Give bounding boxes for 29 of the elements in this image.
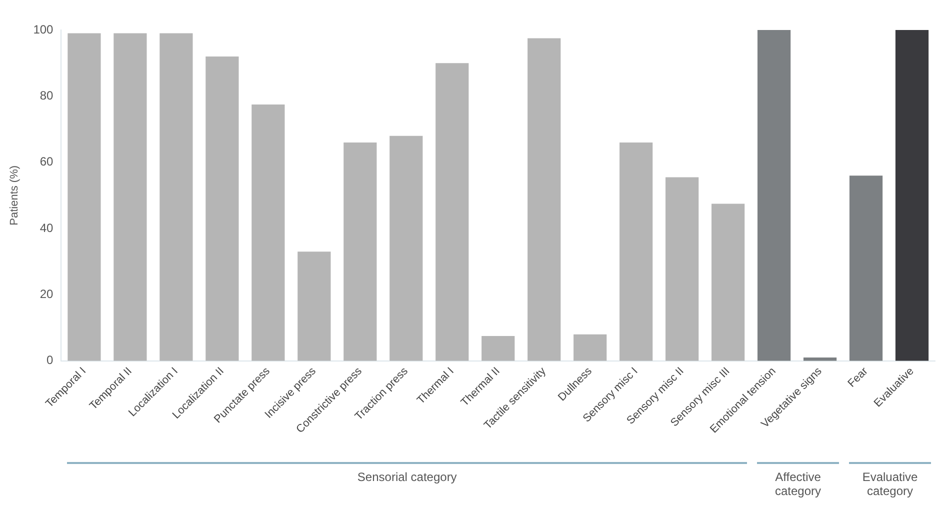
y-tick-label: 40: [40, 220, 54, 235]
bar: [298, 252, 331, 361]
y-tick-label: 100: [33, 22, 54, 36]
y-tick-label: 60: [40, 154, 54, 169]
bar: [574, 334, 607, 361]
bar: [436, 63, 469, 361]
y-tick-label: 20: [40, 286, 54, 301]
bar: [528, 38, 561, 361]
text: Sensorial category: [356, 470, 458, 484]
text: Evaluative category: [861, 470, 919, 498]
bar: [711, 204, 745, 361]
bar: [757, 30, 791, 361]
bar: [849, 176, 883, 361]
bar: [68, 33, 101, 361]
bar: [252, 104, 285, 361]
bar: [666, 177, 699, 361]
bar: [206, 56, 239, 361]
bar: [620, 142, 653, 361]
bar: [114, 33, 147, 361]
bar: [160, 33, 193, 361]
bar: [344, 142, 377, 361]
bar: [895, 30, 929, 361]
y-tick-label: 0: [46, 353, 54, 368]
bar: [803, 358, 837, 361]
text: Affective category: [774, 470, 822, 498]
bar: [482, 336, 515, 361]
bar: [390, 136, 423, 361]
y-tick-label: 80: [40, 88, 54, 102]
y-axis-title: Patients (%): [8, 165, 21, 226]
